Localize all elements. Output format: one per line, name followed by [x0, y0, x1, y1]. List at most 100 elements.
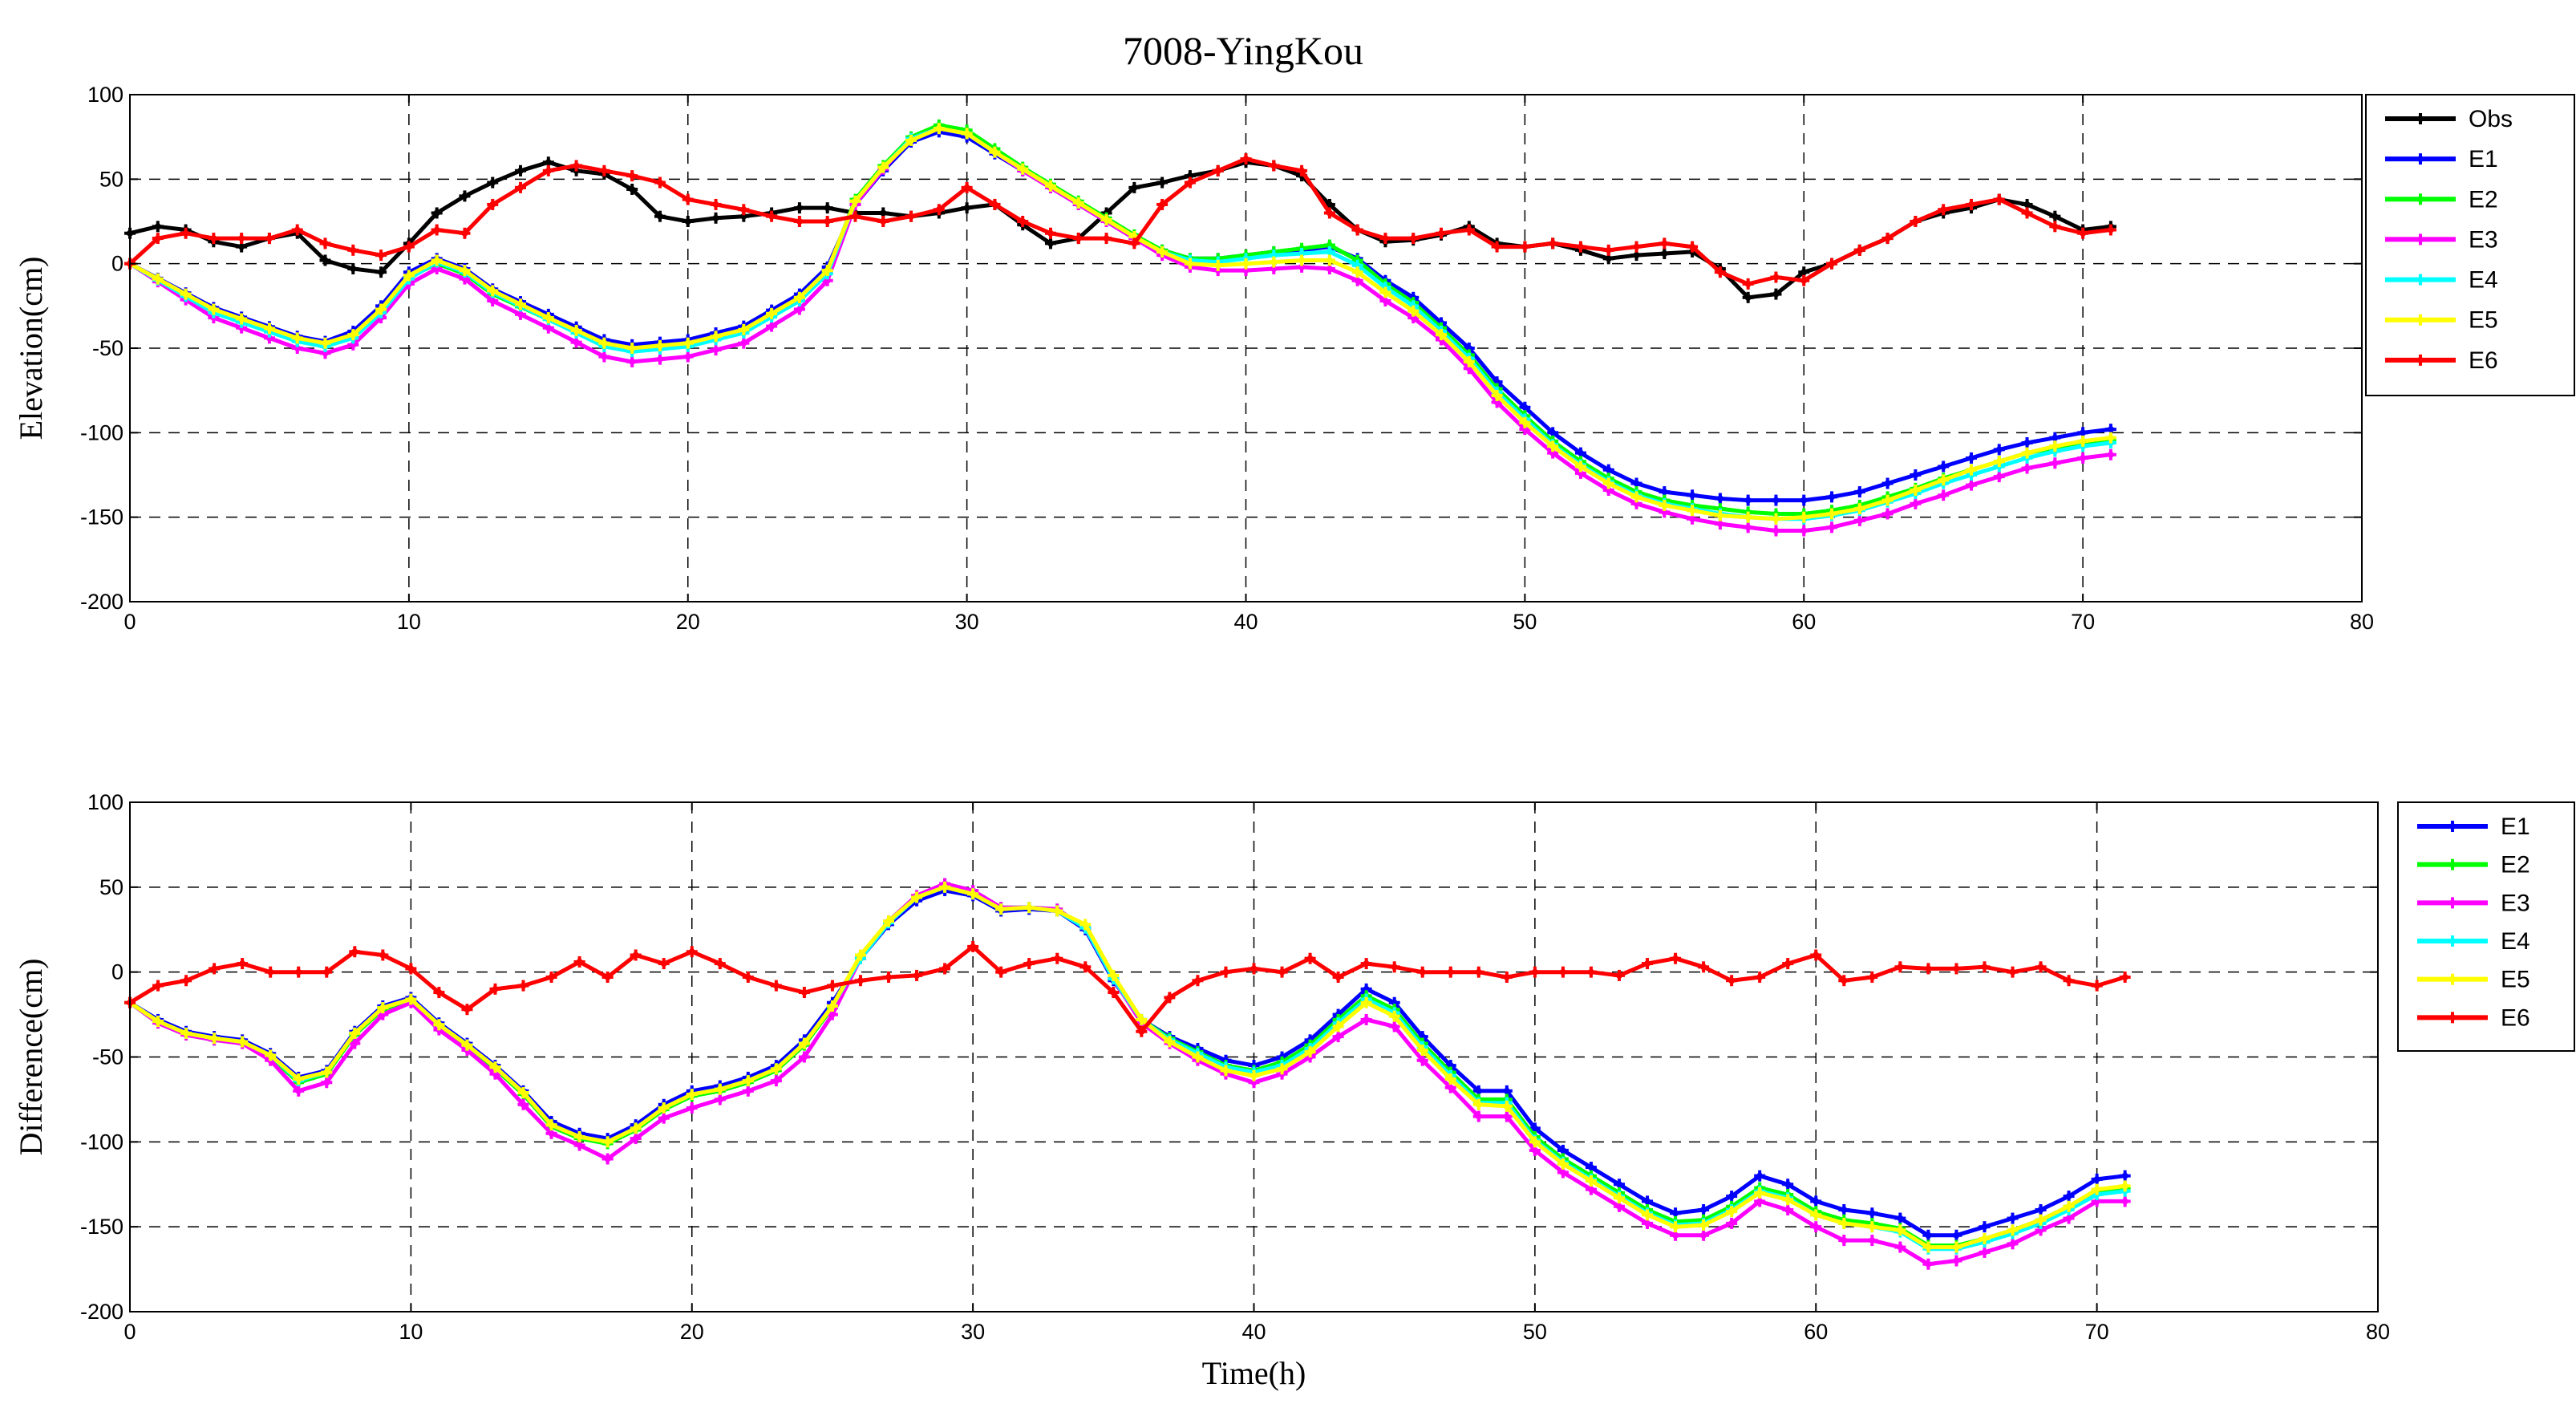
difference-point-e5 [1501, 1100, 1513, 1112]
elevation-point-obs [710, 212, 722, 224]
difference-point-e5 [573, 1130, 585, 1142]
elevation-point-e6 [1965, 198, 1977, 210]
difference-point-e3 [349, 1037, 361, 1049]
elevation-point-e5 [570, 324, 582, 336]
difference-point-e1 [1922, 1229, 1934, 1241]
elevation-point-e6 [989, 198, 1001, 210]
difference-point-e6 [237, 958, 249, 970]
elevation-series-e1 [124, 126, 2116, 506]
elevation-point-obs [1742, 291, 1754, 303]
difference-point-e6 [265, 966, 277, 978]
elevation-point-e6 [793, 216, 805, 227]
elevation-point-e5 [1770, 513, 1782, 525]
elevation-point-e5 [1742, 511, 1754, 523]
difference-y-tick-label: -150 [80, 1215, 124, 1239]
elevation-point-e6 [1156, 198, 1169, 210]
elevation-point-obs [682, 216, 694, 227]
elevation-point-e6 [1826, 258, 1838, 270]
elevation-point-e6 [487, 198, 499, 210]
difference-point-e3 [770, 1075, 782, 1087]
difference-point-e6 [1838, 975, 1850, 987]
elevation-point-e5 [1463, 355, 1475, 367]
elevation-point-e6 [1574, 241, 1586, 253]
elevation-point-e5 [1965, 464, 1977, 476]
elevation-point-e5 [1491, 389, 1503, 401]
difference-point-e3 [1332, 1031, 1344, 1043]
difference-point-e3 [798, 1051, 810, 1063]
elevation-point-e6 [403, 241, 415, 253]
difference-point-e6 [1810, 949, 1822, 961]
difference-point-e6 [2091, 980, 2103, 992]
elevation-point-e5 [793, 291, 805, 303]
elevation-point-e6 [1323, 207, 1335, 219]
difference-point-e3 [1472, 1110, 1484, 1122]
difference-point-e3 [1894, 1241, 1906, 1253]
difference-point-e1 [1698, 1204, 1710, 1215]
difference-point-e6 [1248, 963, 1260, 975]
elevation-point-obs [654, 210, 666, 222]
elevation-legend-label: E2 [2469, 186, 2498, 213]
elevation-point-e3 [1881, 508, 1894, 520]
elevation-x-tick-label: 70 [2071, 610, 2095, 634]
difference-point-e3 [1810, 1221, 1822, 1233]
difference-point-e5 [1979, 1232, 1991, 1244]
elevation-point-e6 [319, 237, 331, 250]
difference-point-e1 [1838, 1204, 1850, 1215]
elevation-point-e5 [1323, 254, 1335, 266]
difference-point-e3 [1698, 1229, 1710, 1241]
difference-point-e3 [630, 1133, 642, 1145]
difference-point-e6 [2063, 975, 2075, 987]
elevation-point-obs [1044, 237, 1056, 250]
elevation-point-e1 [1881, 477, 1894, 489]
elevation-point-e1 [1826, 491, 1838, 503]
elevation-point-obs [1128, 181, 1140, 193]
difference-point-e6 [939, 963, 951, 975]
difference-point-e1 [2091, 1173, 2103, 1185]
elevation-point-e5 [821, 265, 833, 277]
elevation-point-e1 [2021, 436, 2033, 448]
difference-point-e5 [939, 881, 951, 893]
elevation-legend-marker [2415, 153, 2426, 165]
elevation-point-e6 [1072, 233, 1084, 245]
elevation-point-obs [1659, 248, 1671, 260]
difference-point-e5 [405, 993, 417, 1005]
elevation-point-e5 [2077, 435, 2089, 447]
difference-point-e5 [1585, 1175, 1597, 1187]
elevation-legend-item-e4: E4 [2385, 267, 2498, 294]
elevation-point-e6 [598, 164, 610, 176]
elevation-point-e6 [1798, 274, 1810, 286]
elevation-legend-item-e3: E3 [2385, 226, 2498, 253]
difference-point-e1 [1754, 1170, 1766, 1182]
elevation-point-e6 [1630, 241, 1642, 253]
elevation-point-e6 [1017, 216, 1029, 227]
difference-point-e5 [433, 1019, 445, 1031]
difference-legend-item-e4: E4 [2417, 928, 2530, 955]
difference-point-e3 [1726, 1217, 1738, 1229]
elevation-point-e5 [961, 128, 973, 140]
difference-legend-label: E2 [2501, 852, 2530, 878]
elevation-point-e5 [1910, 484, 1922, 496]
elevation-point-e6 [2104, 224, 2116, 236]
difference-point-e5 [1079, 919, 1092, 931]
difference-point-e5 [995, 903, 1007, 915]
difference-point-e5 [1444, 1073, 1456, 1085]
elevation-point-obs [2021, 198, 2033, 210]
elevation-point-e5 [710, 331, 722, 343]
elevation-point-e6 [1547, 237, 1559, 250]
difference-x-tick-label: 80 [2366, 1320, 2390, 1344]
difference-point-e5 [152, 1016, 164, 1028]
difference-point-e6 [1192, 975, 1204, 987]
difference-legend-marker [2447, 973, 2458, 985]
elevation-legend-marker [2415, 354, 2426, 366]
difference-legend-label: E5 [2501, 967, 2530, 993]
difference-point-e1 [1979, 1221, 1991, 1233]
elevation-point-e6 [1742, 278, 1754, 290]
elevation-point-e5 [1212, 259, 1224, 271]
elevation-point-e5 [1240, 258, 1252, 270]
difference-legend-item-e1: E1 [2417, 813, 2530, 840]
difference-point-e5 [1613, 1192, 1625, 1204]
elevation-point-e5 [1881, 494, 1894, 506]
difference-point-e3 [2119, 1195, 2131, 1207]
elevation-legend-item-e5: E5 [2385, 307, 2498, 334]
elevation-point-e5 [375, 303, 387, 315]
